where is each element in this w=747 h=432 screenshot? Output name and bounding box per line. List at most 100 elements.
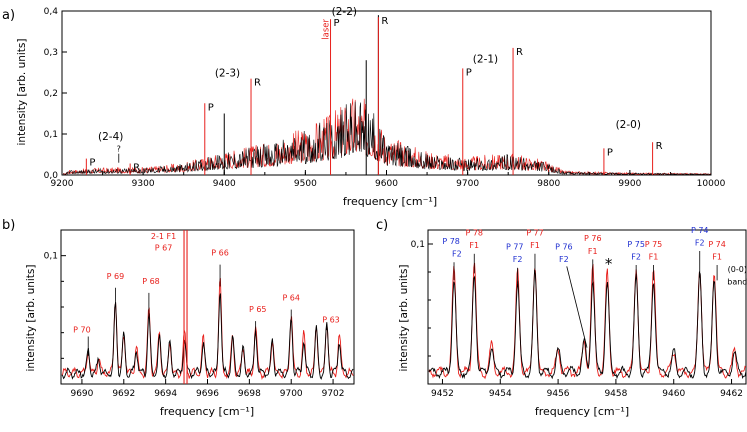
a-annotation: (2-3) [215, 68, 240, 80]
a-xtick-label: 9500 [294, 179, 317, 189]
panel-c-xlabel: frequency [cm⁻¹] [535, 405, 629, 418]
c-peak-label: P 76 [555, 243, 573, 252]
c-xtick-label: 9458 [604, 389, 627, 399]
panel-c-frame [427, 229, 747, 385]
a-ytick-label: 0,2 [44, 89, 58, 99]
a-line-label: R [516, 47, 523, 58]
c-ytick-label: 0,1 [411, 240, 425, 250]
c-peak-label: (0-0) [728, 265, 747, 274]
panel-b-xlabel: frequency [cm⁻¹] [160, 405, 254, 418]
c-xtick-label: 9454 [489, 389, 512, 399]
panel-b-frame [60, 229, 355, 385]
c-series-black [428, 269, 747, 380]
c-series-red [428, 262, 747, 380]
a-ytick-label: 0,1 [44, 130, 58, 140]
a-annotation: (2-0) [616, 119, 641, 131]
a-annotation: ? [117, 145, 121, 154]
c-peak-label: P 76 [584, 234, 602, 243]
panel-b-chart: b) intensity [arb. units] frequency [cm⁻… [2, 218, 355, 418]
c-peak-label: F2 [695, 238, 705, 247]
b-xtick-label: 9698 [238, 389, 261, 399]
b-peak-label: P 65 [249, 305, 267, 314]
a-xtick-label: 9900 [618, 179, 641, 189]
b-peak-label: P 64 [282, 294, 300, 303]
a-line-label: R [381, 16, 388, 27]
a-series-black [62, 101, 711, 176]
c-peak-label: F1 [469, 241, 479, 250]
a-line-label: P [466, 67, 472, 78]
panel-a-frame [61, 10, 712, 176]
a-annotation: (2-1) [473, 53, 498, 65]
b-xtick-label: 9702 [322, 389, 345, 399]
panel-c-ylabel: intensity [arb. units] [398, 265, 410, 372]
a-series-red [62, 98, 711, 176]
b-xtick-label: 9690 [70, 389, 93, 399]
b-xtick-label: 9694 [154, 389, 177, 399]
a-xtick-label: 9800 [537, 179, 560, 189]
c-peak-label: P 78 [465, 229, 483, 238]
c-xtick-label: 9456 [547, 389, 570, 399]
c-peak-label: F1 [530, 241, 540, 250]
a-line-label: P [208, 102, 214, 113]
a-annotation: (2-4) [98, 131, 123, 143]
c-peak-label: F1 [712, 252, 722, 261]
c-peak-label: P 74 [708, 240, 726, 249]
a-xtick-label: 9300 [132, 179, 155, 189]
c-peak-label: * [605, 255, 613, 273]
c-peak-label: F1 [588, 247, 598, 256]
a-xtick-label: 9200 [51, 179, 74, 189]
b-xtick-label: 9696 [196, 389, 219, 399]
a-xtick-label: 10000 [697, 179, 726, 189]
a-xtick-label: 9700 [456, 179, 479, 189]
c-peak-label: P 75 [627, 240, 645, 249]
c-peak-label: F2 [559, 255, 569, 264]
panel-a-xlabel: frequency [cm⁻¹] [343, 195, 437, 208]
b-peak-label: P 70 [73, 326, 91, 335]
panel-b-ylabel: intensity [arb. units] [25, 265, 37, 372]
c-xtick-label: 9452 [431, 389, 454, 399]
panel-a-label: a) [2, 8, 15, 23]
b-xtick-label: 9700 [280, 389, 303, 399]
b-peak-label: P 63 [322, 315, 340, 324]
c-peak-label: P 75 [645, 240, 663, 249]
panel-c-label: c) [376, 218, 388, 233]
panel-a-ylabel: intensity [arb. units] [16, 39, 28, 146]
c-peak-label: F1 [649, 252, 659, 261]
b-peak-label: P 67 [155, 244, 173, 253]
b-peak-label: 2-1 F1 [151, 232, 176, 241]
c-peak-label: F2 [513, 255, 523, 264]
panel-a-chart: a) intensity [arb. units] frequency [cm⁻… [2, 6, 726, 208]
c-xtick-label: 9460 [662, 389, 685, 399]
c-arrow [566, 266, 588, 348]
b-series-red [61, 278, 354, 380]
a-xtick-label: 9600 [375, 179, 398, 189]
a-line-label: R [656, 141, 663, 152]
b-peak-label: P 66 [211, 249, 229, 258]
c-peak-label: P 78 [442, 237, 460, 246]
a-line-label: R [133, 163, 140, 174]
a-annotation: (2-2) [332, 6, 357, 18]
b-ytick-label: 0,1 [44, 252, 58, 262]
panel-b-label: b) [2, 218, 15, 233]
b-peak-label: P 69 [107, 272, 125, 281]
c-xtick-label: 9462 [720, 389, 743, 399]
b-peak-label: P 68 [142, 277, 160, 286]
c-peak-label: band [727, 278, 747, 287]
c-peak-label: P 74 [691, 226, 709, 235]
a-line-label: P [89, 158, 95, 169]
b-xtick-label: 9692 [112, 389, 135, 399]
a-ytick-label: 0,0 [44, 171, 59, 181]
a-line-label: P [334, 18, 340, 29]
a-ytick-label: 0,3 [44, 48, 58, 58]
a-ytick-label: 0,4 [44, 7, 59, 17]
c-peak-label: P 77 [506, 243, 524, 252]
a-line-label: R [254, 78, 261, 89]
a-line-label: P [607, 147, 613, 158]
a-xtick-label: 9400 [213, 179, 236, 189]
a-annotation: laser [322, 18, 332, 39]
c-peak-label: F2 [452, 250, 462, 259]
c-peak-label: F2 [631, 252, 641, 261]
b-series-black [61, 293, 354, 380]
c-peak-label: P 77 [526, 229, 544, 238]
